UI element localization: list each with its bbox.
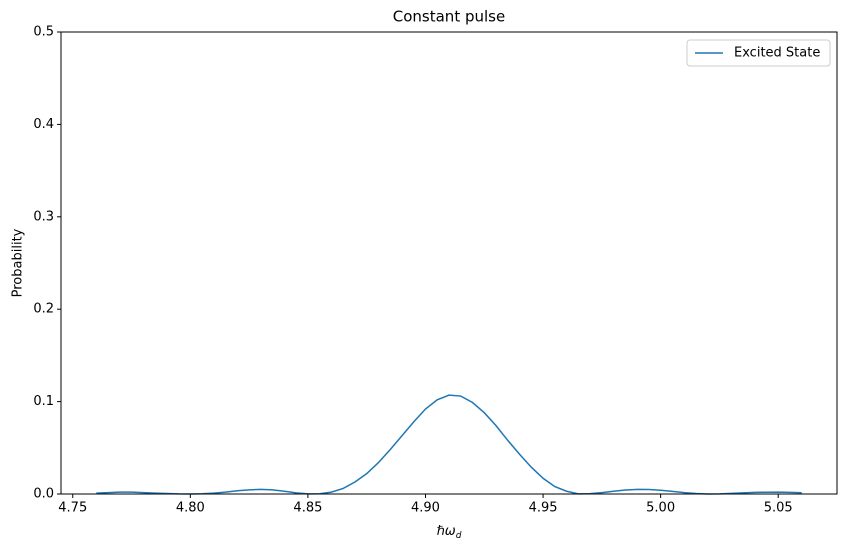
x-tick-label: 4.90 bbox=[411, 501, 440, 516]
plot-frame bbox=[60, 31, 838, 495]
y-axis-label: Probability bbox=[11, 228, 26, 297]
x-label-subscript: d bbox=[456, 531, 462, 541]
x-tick-label: 4.85 bbox=[293, 501, 322, 516]
y-tick-label: 0.5 bbox=[33, 25, 54, 40]
legend-box bbox=[686, 39, 831, 67]
legend-label: Excited State bbox=[734, 46, 820, 61]
y-tick-label: 0.4 bbox=[33, 117, 54, 132]
y-tick-label: 0.2 bbox=[33, 302, 54, 317]
x-tick-label: 4.80 bbox=[176, 501, 205, 516]
y-tick-label: 0.3 bbox=[33, 209, 54, 224]
x-tick-label: 5.00 bbox=[646, 501, 675, 516]
x-tick-label: 5.05 bbox=[764, 501, 793, 516]
x-axis-label: ℏωd bbox=[437, 524, 462, 541]
chart-title: Constant pulse bbox=[393, 8, 505, 26]
y-tick-label: 0.0 bbox=[33, 487, 54, 502]
x-tick-label: 4.75 bbox=[58, 501, 87, 516]
y-tick-label: 0.1 bbox=[33, 394, 54, 409]
x-tick-label: 4.95 bbox=[529, 501, 558, 516]
x-label-main: ℏω bbox=[437, 524, 456, 539]
data-line bbox=[96, 394, 802, 495]
